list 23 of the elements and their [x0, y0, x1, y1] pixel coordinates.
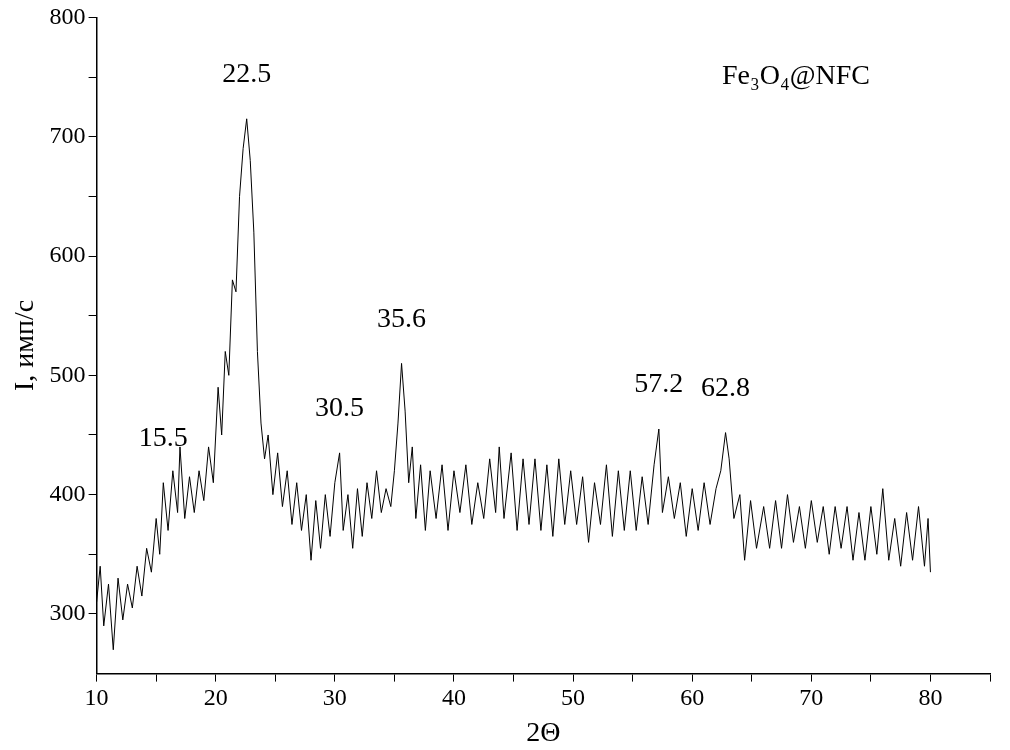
text: Fe₃O₄@NFC — [722, 58, 870, 90]
annotation: 22.5 — [222, 57, 272, 89]
x-tick-label: 40 — [441, 684, 466, 711]
y-axis-title: I, имп/с — [8, 299, 40, 392]
x-tick-label: 80 — [918, 684, 943, 711]
y-tick-label: 700 — [49, 122, 86, 149]
x-tick-label: 30 — [322, 684, 347, 711]
x-axis-title: 2Θ — [526, 715, 561, 747]
annotation: 62.8 — [701, 370, 751, 402]
annotation: 15.5 — [138, 421, 188, 453]
y-tick-label: 400 — [49, 479, 86, 506]
x-tick-label: 20 — [203, 684, 228, 711]
annotation: 35.6 — [377, 301, 427, 333]
y-tick-label: 600 — [49, 241, 86, 268]
x-tick-label: 60 — [680, 684, 705, 711]
x-tick-label: 50 — [561, 684, 586, 711]
y-tick-label: 300 — [49, 599, 86, 626]
x-tick-label: 10 — [84, 684, 109, 711]
y-tick-label: 800 — [49, 2, 86, 29]
annotation: 57.2 — [634, 367, 684, 399]
x-tick-label: 70 — [799, 684, 824, 711]
annotation: 30.5 — [315, 391, 365, 423]
y-tick-label: 500 — [49, 360, 86, 387]
